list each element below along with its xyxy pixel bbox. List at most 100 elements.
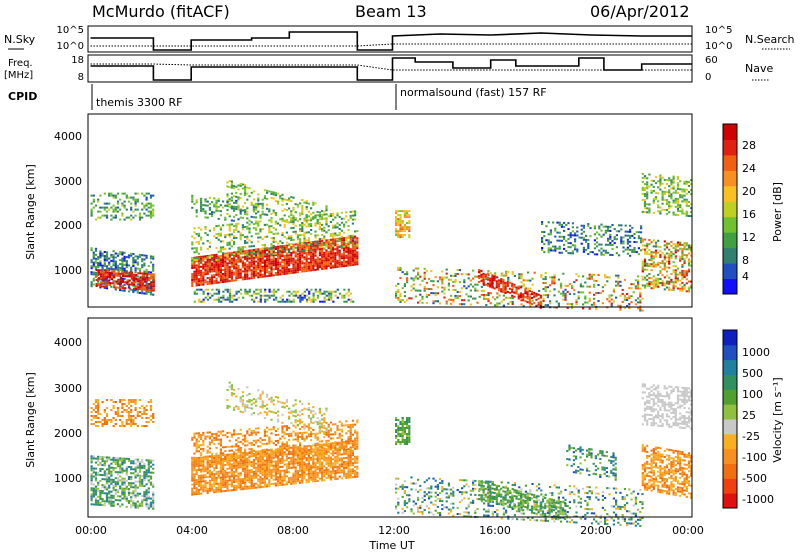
power-cell-326 (125, 256, 128, 259)
power-cell-2998 (478, 275, 481, 277)
power-cell-1657 (202, 242, 205, 245)
power-cell-1181 (283, 254, 286, 257)
velocity-cell-359 (116, 477, 120, 480)
power-cell-1356 (312, 263, 315, 266)
power-cell-1589 (351, 251, 354, 254)
power-cell-3511 (663, 268, 666, 271)
velocity-cell-152 (147, 421, 150, 423)
power-cell-2735 (511, 301, 514, 303)
power-cell-1621 (356, 261, 359, 264)
power-cell-51 (114, 210, 117, 213)
power-cell-1518 (340, 239, 343, 242)
velocity-cell-281 (105, 482, 109, 485)
power-cell-1163 (279, 273, 282, 276)
power-cell-63 (121, 202, 124, 205)
power-cell-149 (90, 285, 93, 288)
power-cell-1810 (259, 254, 262, 257)
power-cell-2832 (562, 292, 565, 295)
velocity-cell-682 (202, 456, 205, 459)
velocity-cell-440 (130, 462, 133, 465)
velocity-cell-261 (103, 470, 106, 473)
power-cell-1437 (325, 265, 328, 268)
power-cell-2946 (621, 288, 624, 291)
power-cell-619 (150, 275, 153, 278)
power-cell-2835 (564, 284, 567, 287)
power-cell-2823 (557, 290, 560, 293)
power-cell-1636 (193, 259, 196, 262)
power-cell-1278 (299, 268, 302, 271)
power-cell-2365 (233, 205, 236, 208)
power-cell-3136 (541, 231, 544, 233)
power-cell-378 (136, 261, 139, 264)
power-cell-2206 (281, 209, 284, 212)
power-cell-2962 (628, 305, 631, 308)
power-cell-1803 (257, 252, 260, 255)
power-cell-328 (125, 262, 128, 265)
power-cell-1530 (343, 239, 346, 242)
power-cell-1145 (277, 263, 280, 266)
power-cell-3045 (497, 289, 501, 292)
power-cell-2841 (566, 284, 569, 287)
power-cell-3662 (690, 250, 693, 253)
power-cell-2204 (281, 199, 284, 202)
power-cell-3430 (648, 283, 651, 285)
power-cell-1970 (314, 240, 317, 243)
power-cell-2008 (327, 225, 330, 228)
power-cell-1385 (318, 240, 321, 243)
velocity-cell-497 (138, 460, 142, 463)
velocity-cell-363 (116, 489, 120, 492)
power-cell-3916 (228, 296, 232, 299)
power-cell-3622 (683, 248, 686, 251)
power-cell-641 (191, 273, 194, 275)
power-cell-2486 (397, 288, 400, 291)
power-cell-2330 (213, 197, 216, 200)
velocity-cell-158 (149, 415, 153, 417)
velocity-cell-804 (219, 466, 222, 469)
power-cell-2729 (509, 296, 512, 299)
power-cell-2273 (316, 211, 319, 213)
power-cell-2473 (408, 226, 411, 229)
velocity-cell-127 (136, 411, 139, 413)
velocity-cell-177 (90, 487, 93, 490)
power-cell-2251 (303, 201, 306, 204)
power-cell-132 (149, 216, 153, 219)
power-cell-1393 (318, 258, 321, 261)
power-cell-2084 (351, 236, 354, 239)
power-cell-3805 (676, 184, 680, 186)
power-cell-780 (215, 263, 218, 266)
velocity-cell-572 (147, 505, 150, 508)
power-cell-1059 (261, 275, 264, 278)
power-cell-1723 (230, 239, 233, 242)
power-cell-80 (130, 202, 133, 205)
power-cell-2045 (338, 234, 341, 236)
velocity-cell-81 (121, 423, 124, 425)
power-cell-2223 (290, 200, 293, 203)
power-cell-1900 (292, 246, 295, 249)
power-cell-2116 (235, 191, 238, 194)
power-cell-3796 (674, 191, 677, 194)
power-cell-2636 (463, 299, 466, 302)
power-cell-3078 (513, 291, 516, 294)
power-cell-1489 (334, 258, 337, 261)
velocity-cell-131 (138, 399, 142, 401)
power-cell-377 (136, 257, 139, 260)
power-cell-1672 (213, 227, 216, 230)
power-cell-3294 (607, 227, 610, 230)
power-cell-1968 (314, 234, 317, 237)
power-cell-106 (141, 208, 144, 211)
power-cell-2983 (637, 307, 640, 310)
velocity-cell-539 (143, 499, 146, 502)
velocity-cell-94 (127, 401, 131, 403)
velocity-cell-856 (226, 473, 229, 476)
power-cell-3720 (654, 182, 658, 185)
power-cell-146 (90, 273, 93, 276)
power-cell-3469 (654, 279, 658, 282)
power-cell-1624 (191, 241, 194, 244)
power-cell-3207 (569, 236, 572, 239)
power-cell-1014 (255, 266, 258, 269)
power-cell-2694 (491, 296, 494, 299)
velocity-cell-487 (136, 466, 139, 469)
velocity-cell-652 (197, 460, 200, 463)
power-cell-1354 (312, 259, 315, 262)
power-cell-3827 (681, 196, 684, 199)
